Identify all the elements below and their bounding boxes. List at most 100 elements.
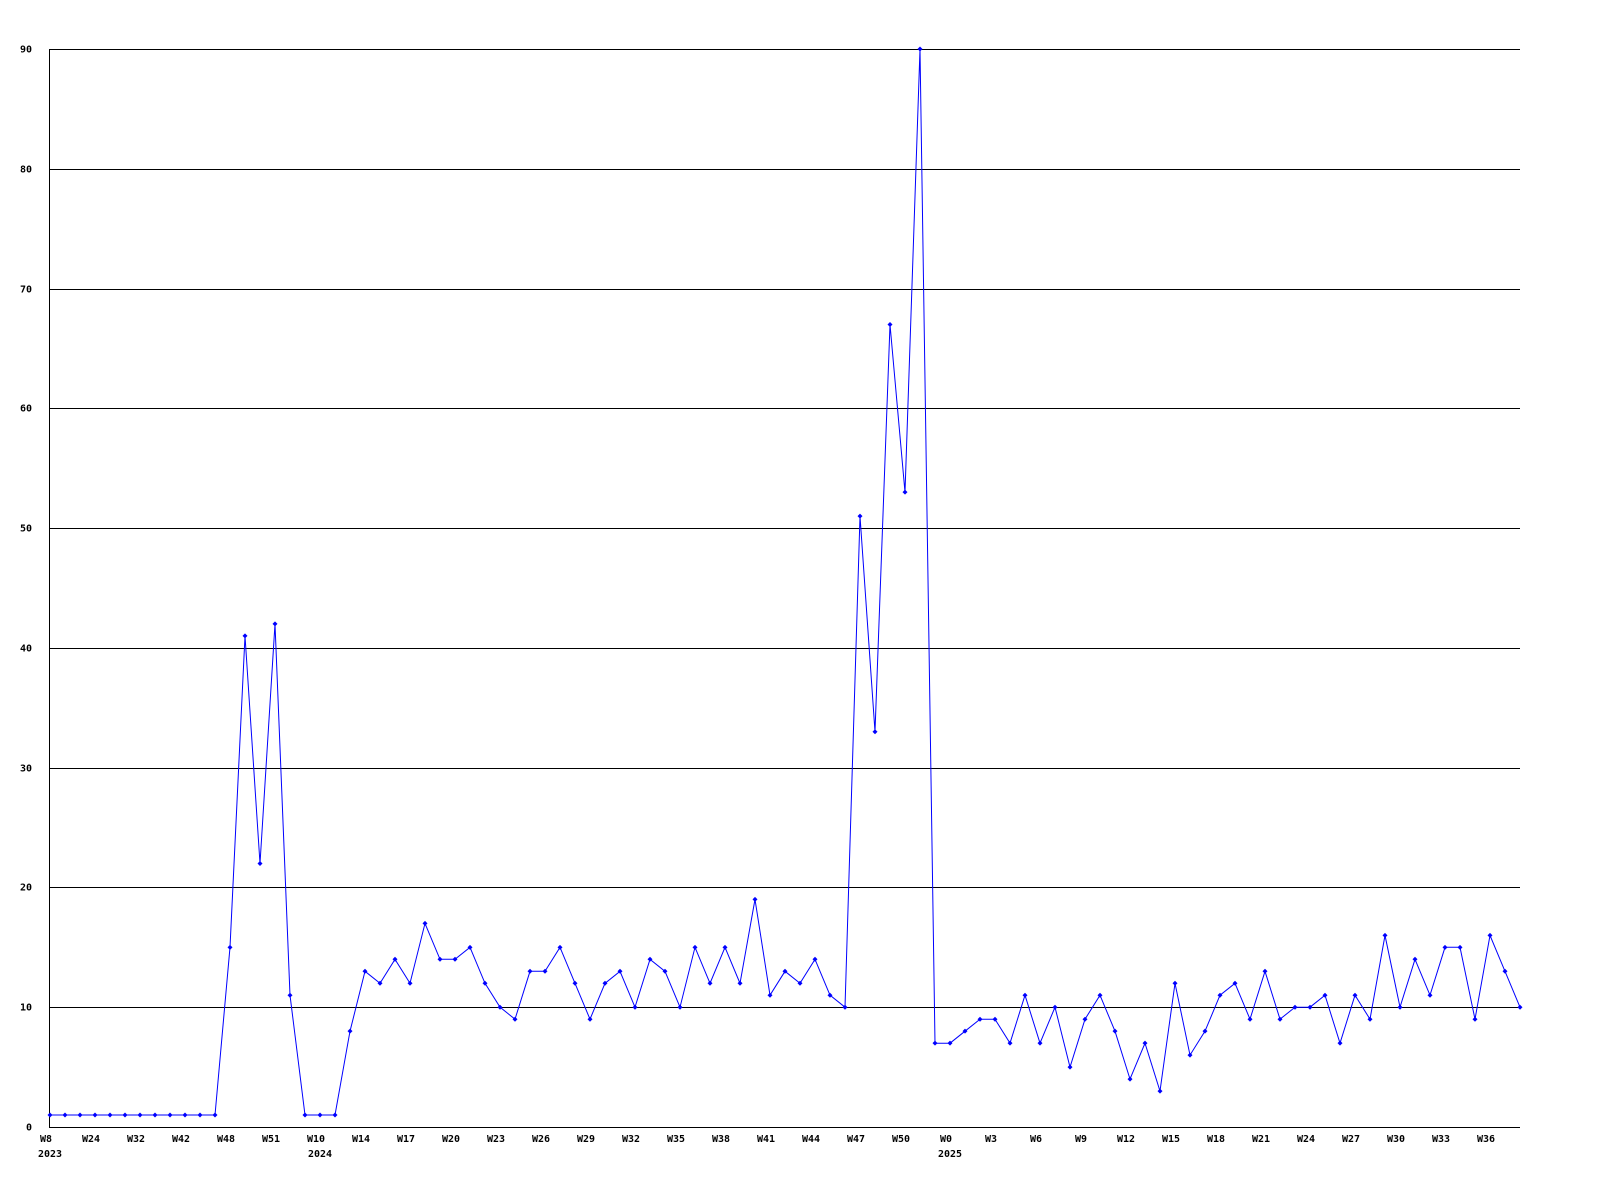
y-tick-label: 0 bbox=[26, 1123, 32, 1134]
y-tick-label: 30 bbox=[20, 764, 32, 775]
x-tick-label: W20 bbox=[442, 1134, 460, 1145]
data-point bbox=[917, 46, 923, 52]
data-point bbox=[317, 1112, 323, 1118]
data-point bbox=[1172, 980, 1178, 986]
data-point bbox=[1007, 1040, 1013, 1046]
data-point bbox=[287, 992, 293, 998]
x-tick-label: W17 bbox=[397, 1134, 415, 1145]
data-point bbox=[407, 980, 413, 986]
data-point bbox=[962, 1028, 968, 1034]
x-tick-label: W50 bbox=[892, 1134, 910, 1145]
data-point bbox=[1022, 992, 1028, 998]
data-point bbox=[1352, 992, 1358, 998]
x-tick-label: W32 bbox=[127, 1134, 145, 1145]
data-point bbox=[482, 980, 488, 986]
data-point bbox=[1262, 968, 1268, 974]
data-point bbox=[1127, 1076, 1133, 1082]
data-point bbox=[617, 968, 623, 974]
x-tick-label: W27 bbox=[1342, 1134, 1360, 1145]
data-point bbox=[302, 1112, 308, 1118]
data-point bbox=[647, 956, 653, 962]
data-point bbox=[332, 1112, 338, 1118]
y-tick-label: 90 bbox=[20, 45, 32, 56]
data-point bbox=[587, 1016, 593, 1022]
data-point bbox=[1442, 944, 1448, 950]
x-tick-label: W35 bbox=[667, 1134, 685, 1145]
data-point bbox=[557, 944, 563, 950]
x-tick-label: W36 bbox=[1477, 1134, 1495, 1145]
data-point bbox=[1457, 944, 1463, 950]
data-point bbox=[1112, 1028, 1118, 1034]
data-point bbox=[212, 1112, 218, 1118]
data-point bbox=[662, 968, 668, 974]
data-point bbox=[1427, 992, 1433, 998]
data-point bbox=[767, 992, 773, 998]
data-point bbox=[512, 1016, 518, 1022]
data-point bbox=[857, 513, 863, 519]
x-tick-label: W24 bbox=[1297, 1134, 1315, 1145]
data-point bbox=[152, 1112, 158, 1118]
data-point bbox=[1412, 956, 1418, 962]
x-axis-ticks: W8 W24 W32 W42 W48 W51 W10 W14 W17 W20 W23 W26 W29 W3… bbox=[38, 1134, 1495, 1160]
data-point bbox=[632, 1004, 638, 1010]
y-axis-ticks: 0 10 20 30 40 50 60 70 80 90 bbox=[20, 45, 32, 1134]
data-point bbox=[827, 992, 833, 998]
data-point bbox=[707, 980, 713, 986]
data-point bbox=[572, 980, 578, 986]
data-point bbox=[1052, 1004, 1058, 1010]
x-tick-label: W42 bbox=[172, 1134, 190, 1145]
data-point bbox=[1187, 1052, 1193, 1058]
data-point bbox=[137, 1112, 143, 1118]
data-point bbox=[242, 633, 248, 639]
data-point bbox=[1322, 992, 1328, 998]
data-point bbox=[737, 980, 743, 986]
data-point bbox=[77, 1112, 83, 1118]
gridlines bbox=[50, 49, 1520, 1008]
data-point bbox=[257, 860, 263, 866]
y-tick-label: 20 bbox=[20, 883, 32, 894]
data-point bbox=[782, 968, 788, 974]
data-point bbox=[1337, 1040, 1343, 1046]
data-point bbox=[1082, 1016, 1088, 1022]
data-point bbox=[1487, 932, 1493, 938]
data-point bbox=[1142, 1040, 1148, 1046]
data-point bbox=[842, 1004, 848, 1010]
x-tick-label: W48 bbox=[217, 1134, 235, 1145]
x-tick-label: W8 bbox=[40, 1134, 52, 1145]
data-point bbox=[47, 1112, 53, 1118]
x-tick-label: W10 bbox=[307, 1134, 325, 1145]
x-tick-label: W6 bbox=[1030, 1134, 1042, 1145]
data-point bbox=[1202, 1028, 1208, 1034]
y-tick-label: 60 bbox=[20, 404, 32, 415]
data-point bbox=[1382, 932, 1388, 938]
x-tick-label: W0 bbox=[940, 1134, 952, 1145]
data-point bbox=[422, 920, 428, 926]
x-tick-label: W47 bbox=[847, 1134, 865, 1145]
data-point bbox=[1367, 1016, 1373, 1022]
year-label: 2025 bbox=[938, 1149, 962, 1160]
x-tick-label: W44 bbox=[802, 1134, 820, 1145]
data-point bbox=[497, 1004, 503, 1010]
data-point bbox=[1217, 992, 1223, 998]
data-point bbox=[932, 1040, 938, 1046]
data-point bbox=[677, 1004, 683, 1010]
data-point bbox=[272, 621, 278, 627]
data-point bbox=[377, 980, 383, 986]
data-point bbox=[1472, 1016, 1478, 1022]
y-tick-label: 10 bbox=[20, 1003, 32, 1014]
x-tick-label: W30 bbox=[1387, 1134, 1405, 1145]
data-point bbox=[872, 729, 878, 735]
data-point bbox=[977, 1016, 983, 1022]
data-point bbox=[1067, 1064, 1073, 1070]
data-point bbox=[1502, 968, 1508, 974]
data-point bbox=[1247, 1016, 1253, 1022]
data-point bbox=[452, 956, 458, 962]
data-point bbox=[392, 956, 398, 962]
x-tick-label: W21 bbox=[1252, 1134, 1270, 1145]
x-tick-label: W29 bbox=[577, 1134, 595, 1145]
series-group bbox=[47, 46, 1523, 1118]
data-point bbox=[887, 321, 893, 327]
data-point bbox=[1037, 1040, 1043, 1046]
y-tick-label: 80 bbox=[20, 165, 32, 176]
